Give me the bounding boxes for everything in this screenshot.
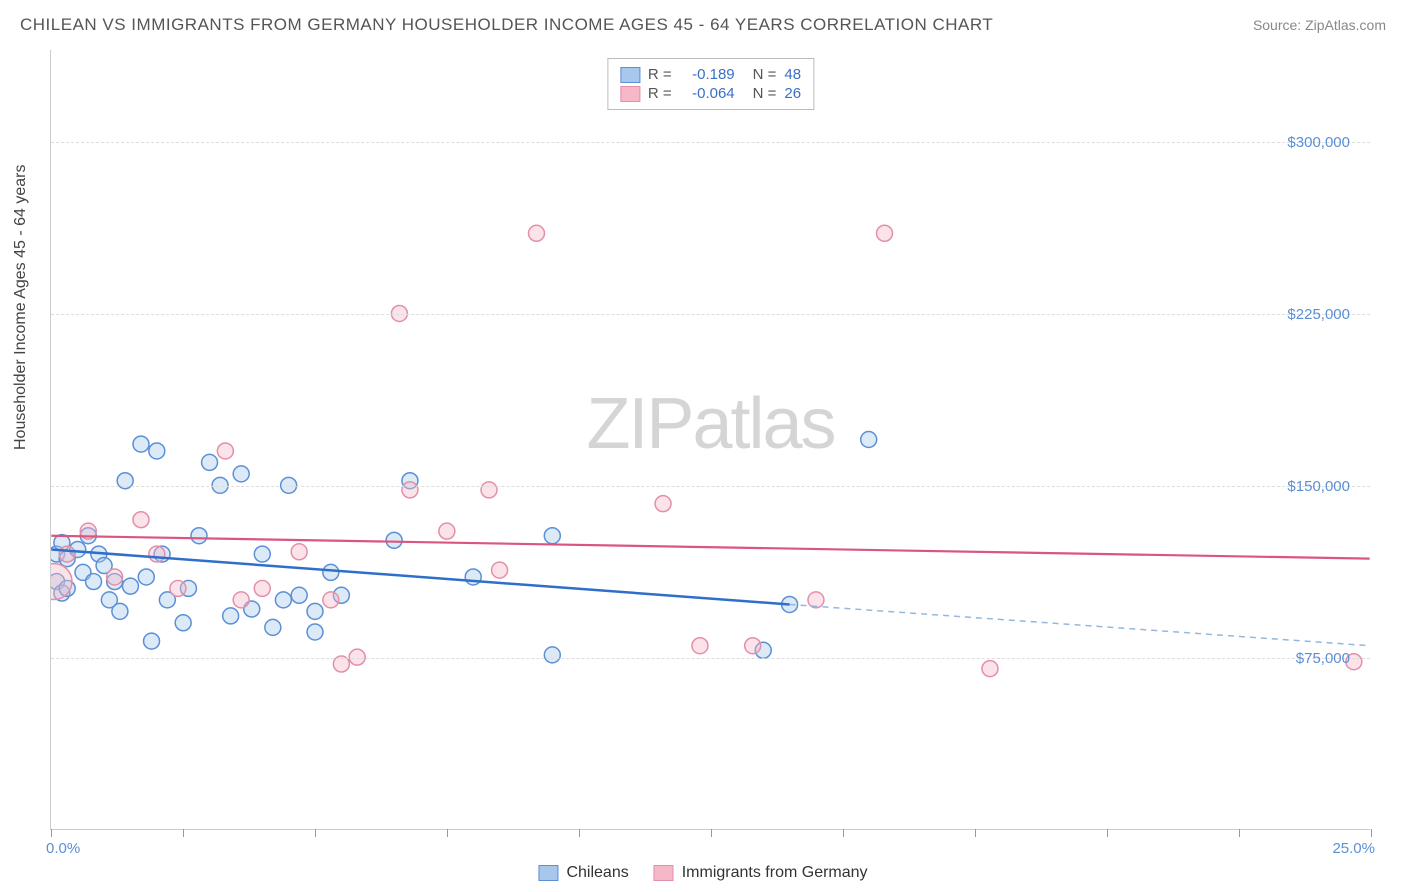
n-label: N =: [753, 66, 777, 83]
data-point: [745, 638, 761, 654]
data-point: [191, 528, 207, 544]
gridline: [51, 142, 1370, 143]
legend-swatch: [654, 865, 674, 881]
data-point: [107, 569, 123, 585]
data-point: [175, 615, 191, 631]
data-point: [233, 592, 249, 608]
data-point: [291, 544, 307, 560]
data-point: [59, 546, 75, 562]
legend-item: Immigrants from Germany: [654, 864, 868, 882]
x-tick: [447, 829, 448, 837]
legend-swatch: [538, 865, 558, 881]
data-point: [692, 638, 708, 654]
data-point: [254, 546, 270, 562]
data-point: [217, 443, 233, 459]
legend-swatch: [620, 86, 640, 102]
legend-label: Chileans: [566, 864, 628, 882]
data-point: [133, 436, 149, 452]
data-point: [149, 443, 165, 459]
data-point: [223, 608, 239, 624]
source-label: Source: ZipAtlas.com: [1253, 17, 1386, 33]
gridline: [51, 658, 1370, 659]
chart-area: ZIPatlas R = -0.189 N = 48 R = -0.064 N …: [50, 50, 1370, 830]
y-tick-label: $300,000: [1287, 134, 1350, 151]
data-point: [144, 633, 160, 649]
data-point: [982, 661, 998, 677]
data-point: [386, 532, 402, 548]
y-tick-label: $75,000: [1296, 650, 1350, 667]
x-tick: [51, 829, 52, 837]
r-label: R =: [648, 66, 672, 83]
data-point: [402, 482, 418, 498]
data-point: [122, 578, 138, 594]
x-tick: [1371, 829, 1372, 837]
data-point: [481, 482, 497, 498]
r-value: -0.189: [680, 66, 735, 83]
data-point: [323, 592, 339, 608]
x-tick: [1239, 829, 1240, 837]
data-point: [808, 592, 824, 608]
x-max-label: 25.0%: [1332, 840, 1375, 857]
data-point: [233, 466, 249, 482]
gridline: [51, 486, 1370, 487]
x-tick: [579, 829, 580, 837]
data-point: [323, 564, 339, 580]
n-value: 26: [784, 85, 801, 102]
x-tick: [711, 829, 712, 837]
data-point: [544, 647, 560, 663]
x-tick: [1107, 829, 1108, 837]
legend-swatch: [620, 67, 640, 83]
legend-row: R = -0.189 N = 48: [620, 66, 801, 83]
legend-row: R = -0.064 N = 26: [620, 85, 801, 102]
data-point: [133, 512, 149, 528]
data-point: [170, 580, 186, 596]
data-point: [307, 624, 323, 640]
x-tick: [315, 829, 316, 837]
data-point: [861, 432, 877, 448]
data-point: [112, 603, 128, 619]
data-point: [439, 523, 455, 539]
data-point: [307, 603, 323, 619]
gridline: [51, 314, 1370, 315]
n-label: N =: [753, 85, 777, 102]
data-point: [544, 528, 560, 544]
trend-line: [51, 536, 1369, 559]
x-tick: [843, 829, 844, 837]
x-min-label: 0.0%: [46, 840, 80, 857]
y-tick-label: $225,000: [1287, 306, 1350, 323]
legend-item: Chileans: [538, 864, 628, 882]
x-tick: [975, 829, 976, 837]
data-point: [138, 569, 154, 585]
data-point: [86, 574, 102, 590]
r-value: -0.064: [680, 85, 735, 102]
y-axis-label: Householder Income Ages 45 - 64 years: [12, 165, 30, 451]
r-label: R =: [648, 85, 672, 102]
y-tick-label: $150,000: [1287, 478, 1350, 495]
n-value: 48: [784, 66, 801, 83]
data-point: [291, 587, 307, 603]
legend-label: Immigrants from Germany: [682, 864, 868, 882]
trend-line-extrapolated: [790, 604, 1370, 645]
data-point: [655, 496, 671, 512]
data-point: [202, 454, 218, 470]
data-point: [492, 562, 508, 578]
chart-title: CHILEAN VS IMMIGRANTS FROM GERMANY HOUSE…: [20, 15, 993, 35]
data-point: [149, 546, 165, 562]
legend-series: Chileans Immigrants from Germany: [538, 864, 867, 882]
data-point: [877, 225, 893, 241]
data-point: [265, 619, 281, 635]
scatter-plot: [51, 50, 1370, 829]
data-point: [254, 580, 270, 596]
x-tick: [183, 829, 184, 837]
data-point: [528, 225, 544, 241]
data-point: [275, 592, 291, 608]
legend-correlation: R = -0.189 N = 48 R = -0.064 N = 26: [607, 58, 814, 110]
